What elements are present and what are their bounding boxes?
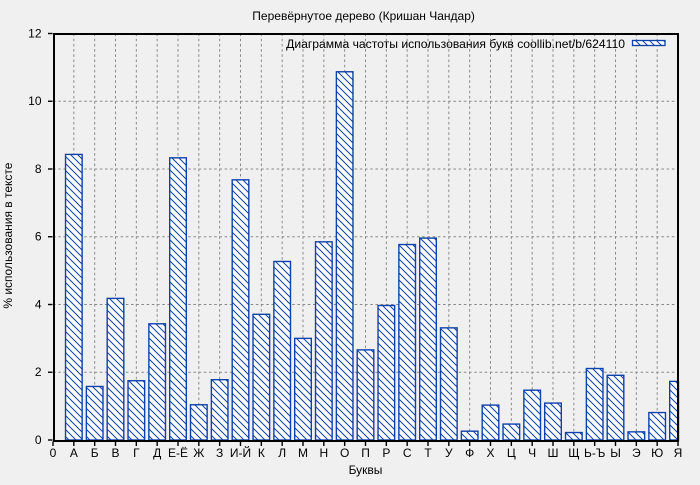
svg-text:Диаграмма частоты использовани: Диаграмма частоты использования букв coo…: [286, 37, 625, 51]
svg-text:0: 0: [35, 433, 42, 447]
svg-text:Е-Ё: Е-Ё: [168, 446, 188, 460]
svg-text:О: О: [340, 446, 349, 460]
svg-text:Ы: Ы: [610, 446, 621, 460]
svg-text:Г: Г: [133, 446, 140, 460]
svg-text:Х: Х: [486, 446, 494, 460]
svg-text:Я: Я: [674, 446, 683, 460]
svg-text:% использования в тексте: % использования в тексте: [1, 162, 15, 308]
svg-text:К: К: [258, 446, 265, 460]
svg-text:И-Й: И-Й: [230, 445, 251, 460]
svg-text:В: В: [111, 446, 119, 460]
svg-text:Р: Р: [382, 446, 390, 460]
svg-text:Ш: Ш: [548, 446, 559, 460]
svg-text:4: 4: [35, 297, 42, 311]
svg-text:Ю: Ю: [651, 446, 663, 460]
svg-text:Ч: Ч: [528, 446, 536, 460]
svg-text:2: 2: [35, 365, 42, 379]
svg-text:Н: Н: [319, 446, 328, 460]
svg-text:Щ: Щ: [568, 446, 579, 460]
svg-text:С: С: [403, 446, 412, 460]
svg-text:Т: Т: [424, 446, 432, 460]
svg-text:Л: Л: [278, 446, 286, 460]
svg-text:Ж: Ж: [193, 446, 204, 460]
svg-text:Б: Б: [91, 446, 99, 460]
svg-text:8: 8: [35, 162, 42, 176]
svg-text:У: У: [445, 446, 453, 460]
svg-text:З: З: [216, 446, 223, 460]
svg-text:Д: Д: [153, 446, 161, 460]
svg-text:10: 10: [28, 94, 42, 108]
svg-text:0: 0: [50, 446, 57, 460]
svg-text:П: П: [361, 446, 370, 460]
svg-text:Буквы: Буквы: [349, 463, 383, 477]
svg-text:6: 6: [35, 230, 42, 244]
svg-text:Ь-Ъ: Ь-Ъ: [584, 446, 605, 460]
svg-text:М: М: [298, 446, 308, 460]
svg-text:12: 12: [28, 26, 42, 40]
svg-text:А: А: [70, 446, 78, 460]
svg-text:Ц: Ц: [507, 446, 516, 460]
svg-text:Перевёрнутое дерево (Кришан Ча: Перевёрнутое дерево (Кришан Чандар): [252, 9, 475, 23]
svg-text:Э: Э: [632, 446, 641, 460]
svg-text:Ф: Ф: [465, 446, 474, 460]
